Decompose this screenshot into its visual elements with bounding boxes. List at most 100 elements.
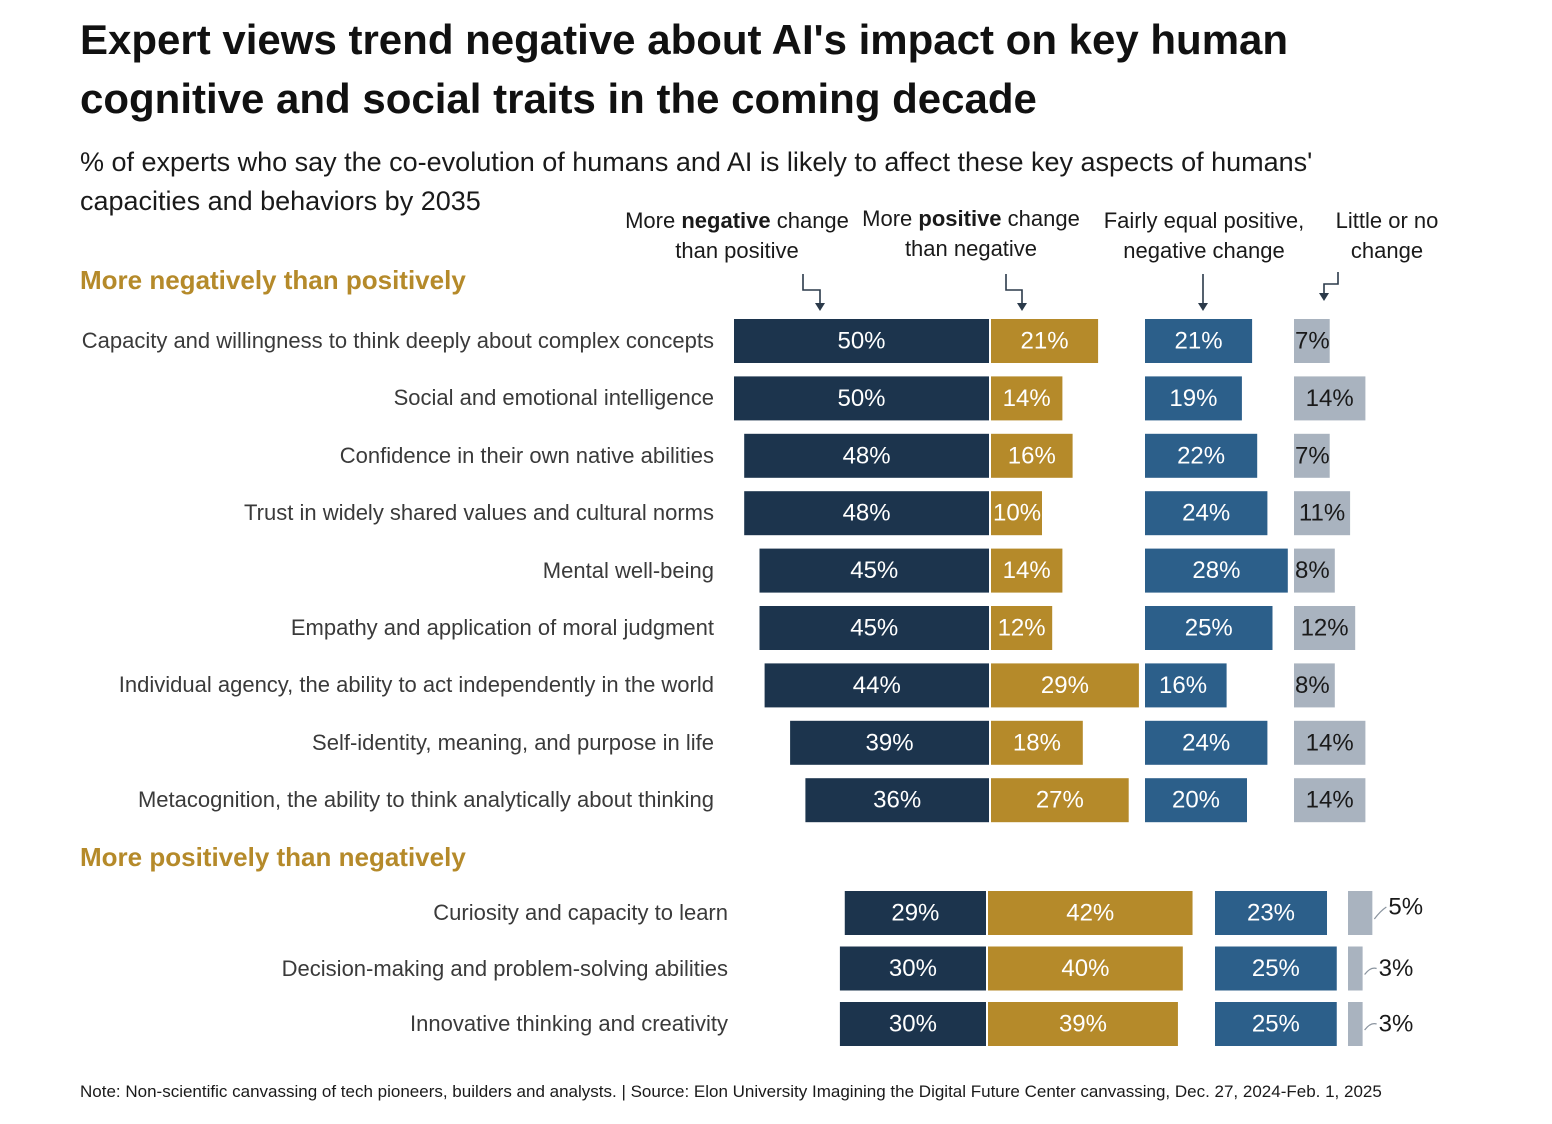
bar-positive — [991, 548, 1063, 593]
column-header-negative-pre: More — [625, 208, 682, 233]
bar-label-little: 12% — [1301, 615, 1349, 642]
bar-label-negative: 44% — [853, 672, 901, 699]
bar-label-equal: 28% — [1192, 557, 1240, 584]
bar-label-little: 8% — [1295, 557, 1330, 584]
bar-label-positive: 29% — [1041, 672, 1089, 699]
bar-little — [1294, 606, 1356, 650]
bar-label-equal: 25% — [1185, 615, 1233, 642]
bar-label-positive: 27% — [1036, 787, 1084, 814]
bar-positive — [991, 606, 1053, 650]
bar-little — [1348, 946, 1363, 991]
column-arrow-negative — [802, 274, 825, 311]
bar-negative — [744, 433, 989, 478]
bar-negative — [744, 491, 989, 536]
column-header-positive-post: change than negative — [904, 206, 1080, 261]
bar-little — [1294, 720, 1366, 765]
bar-label-little: 8% — [1295, 672, 1330, 699]
bar-equal — [1215, 1002, 1337, 1046]
column-header-little: Little or no change — [1335, 208, 1439, 263]
bar-label-positive: 14% — [1003, 557, 1051, 584]
bar-label-equal: 20% — [1172, 787, 1220, 814]
bar-negative — [844, 891, 986, 935]
chart-title: Expert views trend negative about AI's i… — [80, 16, 1289, 122]
bar-label-negative: 45% — [850, 557, 898, 584]
bar-label-negative: 29% — [891, 900, 939, 927]
bar-equal — [1145, 606, 1273, 650]
bar-label-negative: 50% — [837, 385, 885, 412]
chart-note: Note: Non-scientific canvassing of tech … — [80, 1082, 1382, 1101]
bar-leader-little — [1364, 967, 1377, 975]
bar-little — [1294, 433, 1330, 478]
bar-leader-little — [1373, 906, 1387, 920]
bar-negative — [839, 1002, 986, 1046]
bar-label-positive: 16% — [1008, 442, 1056, 469]
bar-positive — [988, 946, 1183, 991]
bar-label-little: 14% — [1306, 385, 1354, 412]
bar-label-negative: 30% — [889, 1011, 937, 1038]
bar-label-negative: 36% — [873, 787, 921, 814]
bar-label-equal: 16% — [1159, 672, 1207, 699]
bar-label-negative: 50% — [837, 328, 885, 355]
bar-equal — [1145, 720, 1268, 765]
bar-label-little: 14% — [1306, 787, 1354, 814]
bar-positive — [991, 663, 1139, 708]
bar-label-negative: 48% — [843, 442, 891, 469]
bar-label-little: 3% — [1379, 955, 1414, 982]
bar-negative — [839, 946, 986, 991]
bar-label-positive: 10% — [993, 500, 1041, 527]
bar-label-little: 5% — [1388, 894, 1423, 921]
column-header-negative: More negative change than positive — [622, 206, 852, 266]
bar-negative — [759, 606, 989, 650]
bar-label-negative: 30% — [889, 955, 937, 982]
bar-equal — [1145, 548, 1288, 593]
bar-label-positive: 14% — [1003, 385, 1051, 412]
bar-label-positive: 42% — [1066, 900, 1114, 927]
row-label: Curiosity and capacity to learn — [433, 900, 728, 925]
bar-label-positive: 18% — [1013, 729, 1061, 756]
column-arrow-little — [1319, 272, 1339, 301]
section-heading-positive: More positively than negatively — [80, 842, 466, 872]
bar-little — [1294, 376, 1366, 421]
bar-label-positive: 40% — [1061, 955, 1109, 982]
bar-label-equal: 23% — [1247, 900, 1295, 927]
bar-label-equal: 21% — [1175, 328, 1223, 355]
column-header-positive-pre: More — [862, 206, 919, 231]
bar-label-positive: 12% — [998, 615, 1046, 642]
bar-label-equal: 24% — [1182, 500, 1230, 527]
bar-little — [1294, 663, 1335, 708]
bar-positive — [991, 778, 1129, 823]
bar-negative — [805, 778, 989, 823]
row-label: Empathy and application of moral judgmen… — [290, 615, 714, 640]
bar-little — [1294, 319, 1330, 363]
row-label: Confidence in their own native abilities — [339, 442, 714, 468]
chart-subtitle: % of experts who say the co-evolution of… — [80, 147, 1313, 216]
bar-label-negative: 48% — [843, 500, 891, 527]
bar-equal — [1145, 491, 1268, 536]
bar-label-equal: 25% — [1252, 955, 1300, 982]
bar-equal — [1215, 891, 1328, 935]
column-arrow-equal — [1198, 274, 1208, 311]
bar-equal — [1145, 376, 1242, 421]
column-header-negative-post: change than positive — [675, 208, 849, 263]
bar-equal — [1145, 663, 1227, 708]
section-heading-negative: More negatively than positively — [80, 265, 466, 295]
bar-little — [1348, 1002, 1363, 1046]
row-label: Decision-making and problem-solving abil… — [281, 955, 728, 981]
row-label: Innovative thinking and creativity — [410, 1011, 728, 1036]
bar-label-little: 7% — [1295, 442, 1330, 469]
bar-positive — [991, 720, 1083, 765]
bar-leader-little — [1364, 1023, 1377, 1031]
bar-label-equal: 24% — [1182, 729, 1230, 756]
bar-label-positive: 39% — [1059, 1011, 1107, 1038]
bar-label-little: 11% — [1299, 500, 1345, 527]
bar-label-equal: 22% — [1177, 442, 1225, 469]
bar-equal — [1145, 778, 1247, 823]
column-header-equal: Fairly equal positive, negative change — [1103, 208, 1305, 263]
bar-label-equal: 19% — [1169, 385, 1217, 412]
bar-positive — [988, 1002, 1178, 1046]
bar-negative — [734, 319, 989, 363]
bar-positive — [991, 491, 1042, 536]
bar-label-equal: 25% — [1252, 1011, 1300, 1038]
row-label: Mental well-being — [542, 557, 714, 583]
bar-little — [1294, 548, 1335, 593]
